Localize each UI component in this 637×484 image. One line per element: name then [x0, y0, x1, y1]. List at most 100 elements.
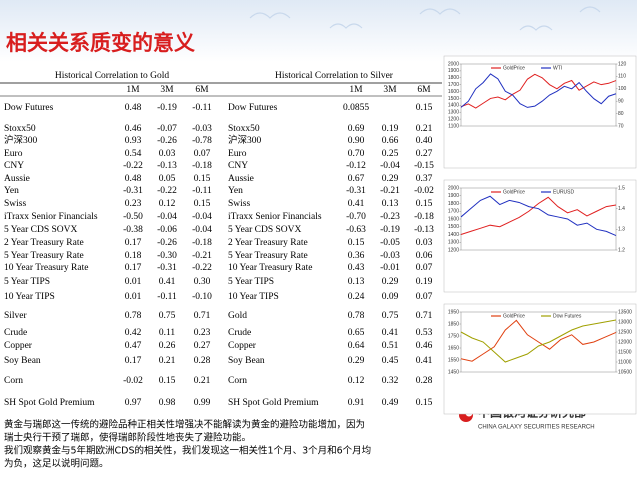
row-label: 5 Year TIPS: [228, 277, 274, 287]
y-tick-label: 1300: [448, 240, 459, 246]
row-label: 2 Year Treasury Rate: [4, 238, 84, 248]
cell-value: -0.12: [346, 161, 366, 171]
column-header: 3M: [383, 85, 397, 95]
cell-value: 0.13: [348, 277, 365, 287]
cell-value: -0.70: [346, 212, 366, 222]
cell-value: 0.29: [382, 174, 399, 184]
cell-value: 0.13: [382, 199, 399, 209]
cell-value: -0.31: [346, 186, 366, 196]
cell-value: -0.11: [157, 292, 177, 302]
cloud-pattern: [249, 6, 601, 31]
cell-value: -0.03: [380, 251, 400, 261]
cell-value: -0.22: [192, 263, 212, 273]
cell-value: 0.75: [159, 311, 176, 321]
y2-tick-label: 11000: [618, 359, 632, 365]
note-line: 我们观察黄金与5年期欧洲CDS的相关性，我们发现这一相关性1个月、3个月和6个月…: [4, 445, 371, 457]
cell-value: -0.31: [157, 263, 177, 273]
y2-tick-label: 1.2: [618, 247, 625, 253]
cell-value: 0.03: [159, 149, 176, 159]
y2-tick-label: 11500: [618, 349, 632, 355]
header-band: [0, 0, 637, 62]
cell-value: 0.17: [125, 356, 142, 366]
row-label: 10 Year TIPS: [4, 292, 55, 302]
cell-value: 0.70: [348, 149, 365, 159]
row-label: Copper: [228, 341, 257, 351]
chart-frame: [443, 55, 637, 169]
row-label: Crude: [228, 328, 251, 338]
cell-value: -0.11: [192, 103, 212, 113]
cell-value: -0.10: [192, 292, 212, 302]
chart-frame: [443, 179, 637, 293]
row-label: Corn: [228, 376, 247, 386]
cell-value: -0.02: [123, 376, 143, 386]
cell-value: 0.69: [348, 124, 365, 134]
row-label: 5 Year Treasury Rate: [228, 251, 308, 261]
legend-label: GoldPrice: [503, 189, 525, 195]
cell-value: 0.47: [125, 341, 142, 351]
cell-value: -0.03: [192, 124, 212, 134]
row-label: CNY: [228, 161, 248, 171]
y-tick-label: 1100: [448, 123, 459, 129]
row-label: iTraxx Senior Financials: [4, 212, 98, 222]
row-label: 沪深300: [4, 134, 38, 146]
cell-value: -0.22: [123, 161, 143, 171]
legend-label: EURUSD: [553, 189, 575, 195]
y-tick-label: 1650: [448, 345, 459, 351]
cell-value: -0.38: [123, 225, 143, 235]
y-tick-label: 1500: [448, 96, 459, 102]
row-label: 5 Year TIPS: [4, 277, 50, 287]
column-header: 3M: [160, 85, 174, 95]
y2-tick-label: 110: [618, 74, 626, 80]
y-tick-label: 1600: [448, 89, 459, 95]
cell-value: 0.37: [416, 174, 433, 184]
cell-value: -0.19: [380, 225, 400, 235]
row-label: Soy Bean: [4, 356, 41, 366]
cell-value: 0.42: [125, 328, 142, 338]
row-label: SH Spot Gold Premium: [228, 398, 319, 408]
note-line: 为负，这足以说明问题。: [4, 458, 109, 470]
cell-value: 0.06: [416, 251, 433, 261]
cell-value: 0.19: [416, 277, 433, 287]
row-label: Copper: [4, 341, 33, 351]
cell-value: 0.27: [416, 149, 433, 159]
cell-value: 0.93: [125, 136, 142, 146]
cell-value: 0.65: [348, 328, 365, 338]
cell-value: 0.09: [382, 292, 399, 302]
cell-value: 0.15: [348, 238, 365, 248]
row-label: 10 Year Treasury Rate: [228, 263, 312, 273]
row-label: iTraxx Senior Financials: [228, 212, 322, 222]
row-label: 2 Year Treasury Rate: [228, 238, 308, 248]
cell-value: -0.07: [157, 124, 177, 134]
cell-value: -0.04: [380, 161, 400, 171]
row-label: Stoxx50: [228, 124, 260, 134]
cell-value: 0.40: [416, 136, 433, 146]
cell-value: -0.04: [192, 225, 212, 235]
cell-value: 0.53: [416, 328, 433, 338]
cell-value: 0.97: [125, 398, 142, 408]
cell-value: 0.71: [416, 311, 433, 321]
cell-value: -0.19: [157, 103, 177, 113]
cell-value: 0.23: [194, 328, 211, 338]
legend-label: WTI: [553, 65, 562, 71]
chart-frame: [443, 303, 637, 415]
cell-value: 0.18: [125, 251, 142, 261]
cell-value: 0.48: [125, 174, 142, 184]
cell-value: 0.67: [348, 174, 365, 184]
cell-value: 0.23: [125, 199, 142, 209]
cell-value: 0.17: [125, 263, 142, 273]
cell-value: -0.02: [414, 186, 434, 196]
cell-value: 0.98: [159, 398, 176, 408]
table-title: Historical Correlation to Gold: [55, 71, 169, 81]
cell-value: -0.22: [157, 186, 177, 196]
row-label: Dow Futures: [4, 103, 54, 113]
cell-value: 0.51: [382, 341, 399, 351]
row-label: Soy Bean: [228, 356, 265, 366]
y2-tick-label: 80: [618, 111, 624, 117]
cell-value: 0.75: [382, 311, 399, 321]
row-label: 5 Year CDS SOVX: [4, 225, 78, 235]
cell-value: 0.21: [194, 376, 211, 386]
cell-value: -0.50: [123, 212, 143, 222]
cell-value: -0.18: [192, 161, 212, 171]
row-label: Stoxx50: [4, 124, 36, 134]
cell-value: 0.29: [382, 277, 399, 287]
